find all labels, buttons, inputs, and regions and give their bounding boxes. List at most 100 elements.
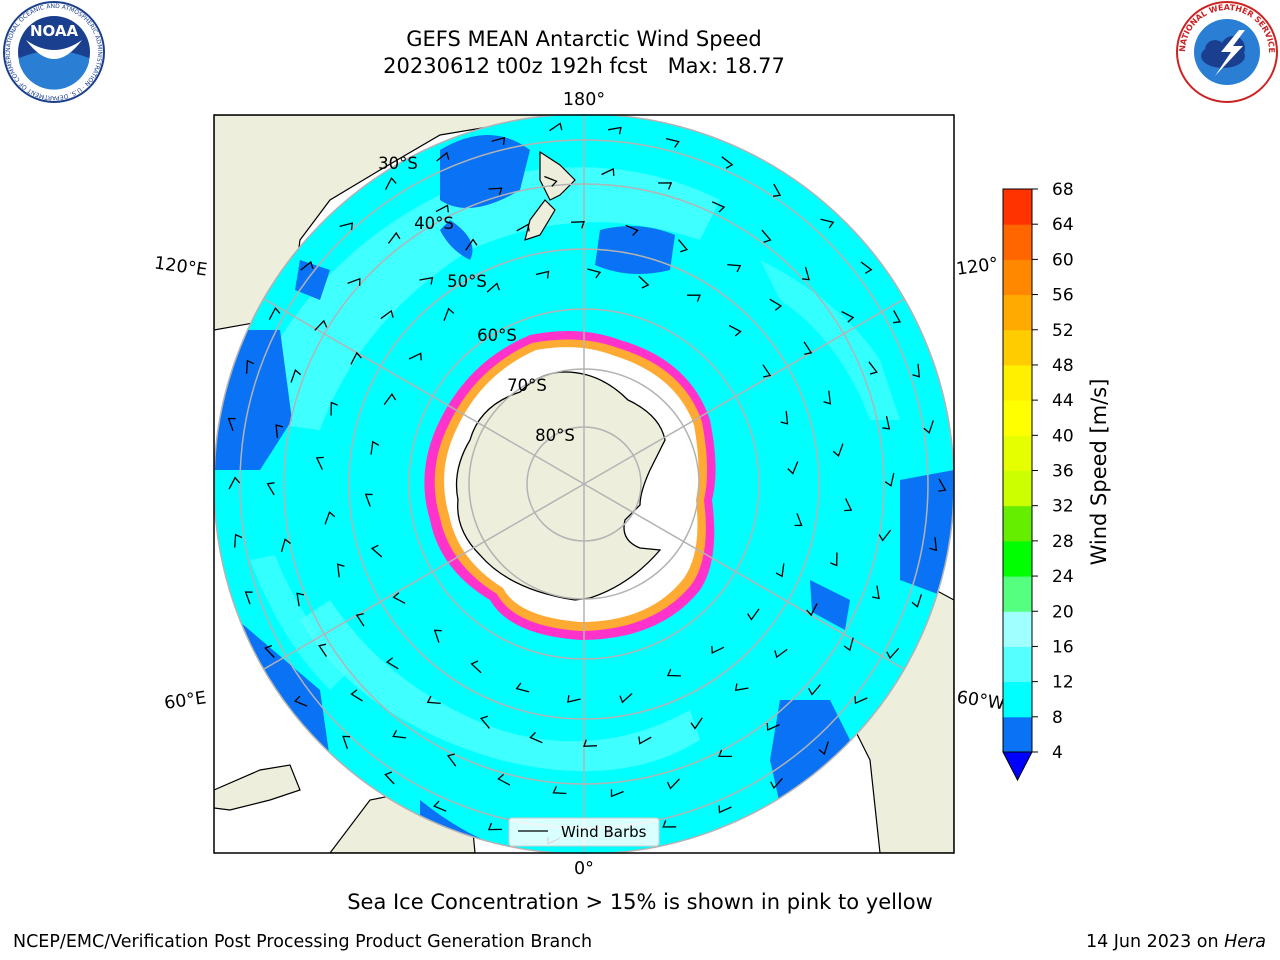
wind-barb — [818, 741, 829, 756]
wind-barb — [806, 603, 818, 617]
wind-barb — [408, 352, 422, 361]
graticule — [214, 115, 954, 853]
nws-logo: NATIONAL WEATHER SERVICE — [1176, 1, 1278, 103]
wind-barb — [829, 552, 838, 567]
wind-barb — [841, 310, 855, 323]
colorbar-tick-label: 68 — [1052, 180, 1074, 200]
wind-barb — [324, 510, 336, 525]
noaa-logo: NATIONAL OCEANIC AND ATMOSPHERIC ADMINIS… — [2, 0, 105, 103]
lat-label-40s: 40°S — [414, 214, 454, 233]
colorbar-tick-label: 8 — [1052, 708, 1063, 728]
footer-machine: Hera — [1224, 932, 1266, 952]
colorbar-segment — [1003, 364, 1032, 401]
wind-barb — [761, 229, 772, 243]
colorbar-segment — [1003, 329, 1032, 366]
wind-barb — [803, 341, 813, 355]
wind-barb — [314, 319, 328, 331]
wind-barb — [567, 695, 581, 703]
wind-barb — [370, 440, 380, 455]
colorbar-tick-label: 60 — [1052, 250, 1074, 270]
wind-barb — [293, 695, 308, 707]
wind-barb — [426, 695, 441, 705]
footer-credit: NCEP/EMC/Verification Post Processing Pr… — [13, 932, 593, 952]
wind-barb — [638, 275, 650, 289]
colorbar-label: Wind Speed [m/s] — [1087, 379, 1111, 566]
wind-barb — [820, 218, 835, 229]
wind-barb — [711, 645, 725, 654]
wind-barb — [549, 122, 563, 132]
wind-barb — [666, 778, 680, 790]
wind-barb — [487, 822, 502, 831]
wind-barb — [686, 294, 701, 302]
lat-label-50s: 50°S — [447, 272, 487, 291]
lat-label-30s: 30°S — [378, 154, 418, 173]
wind-barb — [350, 351, 362, 365]
colorbar-segment — [1003, 294, 1032, 331]
wind-barb — [244, 591, 253, 605]
colorbar-segment — [1003, 681, 1032, 718]
colorbar-segment — [1003, 576, 1032, 612]
wind-barb — [552, 786, 567, 795]
map-subtitle: 20230612 t00z 192h fcst Max: 18.77 — [383, 54, 785, 78]
colorbar-tick-label: 24 — [1052, 567, 1074, 587]
colorbar: 68 64 60 56 52 48 44 40 36 32 28 24 20 16 12 8 4 — [1002, 180, 1074, 782]
wind-barb — [245, 359, 255, 374]
lon-label-60e: 60°E — [163, 688, 207, 714]
wind-barb — [832, 443, 844, 458]
wind-barb — [479, 715, 490, 729]
colorbar-segment — [1003, 716, 1032, 753]
wind-barb — [734, 683, 749, 692]
wind-barb — [766, 722, 780, 731]
colorbar-tick-label: 32 — [1052, 497, 1074, 517]
wind-barb — [774, 648, 788, 659]
wind-barb — [300, 260, 314, 271]
wind-barb — [266, 482, 275, 496]
wind-barb — [384, 771, 395, 785]
wind-barb — [268, 306, 281, 321]
wind-barb — [882, 416, 891, 430]
lon-label-120e: 120°E — [153, 253, 208, 280]
noaa-logo-text: NOAA — [30, 22, 79, 40]
wind-barb — [275, 424, 284, 438]
wind-barb — [383, 392, 397, 405]
wind-barb — [529, 732, 543, 744]
wind-barb — [911, 594, 923, 608]
wind-barb — [433, 629, 442, 643]
lon-label-0: 0° — [574, 859, 594, 879]
wind-barb — [486, 282, 500, 293]
lon-label-180: 180° — [563, 90, 605, 110]
wind-barb — [762, 364, 772, 378]
wind-barb — [607, 126, 622, 135]
wind-barb — [443, 307, 455, 322]
wind-barb — [583, 739, 598, 747]
wind-barb — [587, 268, 602, 279]
wind-barb — [770, 777, 783, 790]
wind-barb — [658, 182, 673, 190]
wind-barb — [844, 498, 853, 512]
wind-barb — [769, 298, 783, 311]
wind-barb — [868, 361, 878, 375]
wind-barb — [773, 183, 782, 197]
wind-barb — [780, 410, 789, 425]
colorbar-tick-label: 16 — [1052, 637, 1074, 657]
wind-barb — [419, 276, 434, 285]
wind-barb — [721, 156, 734, 169]
footer-date-text: 14 Jun 2023 on — [1085, 932, 1225, 952]
colorbar-segment — [1003, 435, 1032, 471]
wind-barb — [535, 270, 550, 279]
wind-barb — [392, 592, 406, 604]
wind-barb — [610, 789, 624, 798]
colorbar-tick-label: 36 — [1052, 462, 1074, 482]
wind-barb — [264, 644, 275, 658]
wind-barb — [491, 136, 506, 145]
colorbar-tick-label: 64 — [1052, 215, 1074, 235]
colorbar-segment — [1003, 189, 1032, 225]
colorbar-tick-label: 4 — [1052, 743, 1063, 763]
wind-barb — [638, 736, 652, 745]
map-title: GEFS MEAN Antarctic Wind Speed — [406, 27, 762, 51]
wind-barb — [728, 324, 742, 337]
wind-barb — [318, 643, 327, 657]
wind-barb — [625, 224, 639, 236]
lon-label-120w: 120° — [955, 254, 1000, 280]
